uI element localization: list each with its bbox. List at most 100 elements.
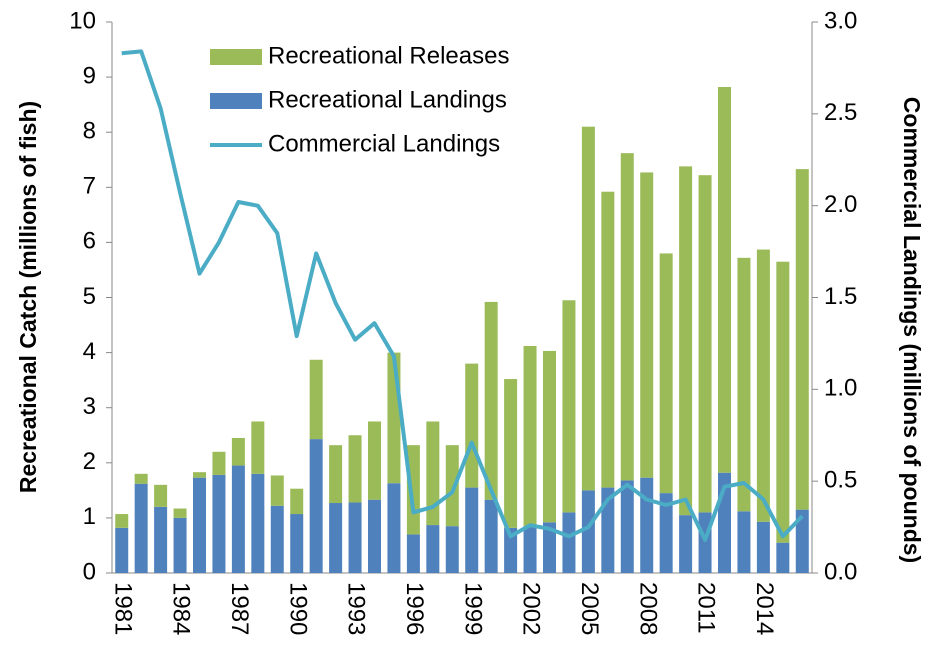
bar (543, 350, 556, 523)
bar (231, 438, 245, 466)
bar (290, 514, 304, 573)
bar (562, 512, 576, 573)
bar (776, 261, 790, 543)
line (121, 49, 804, 542)
bar (387, 483, 401, 573)
x-tick-label: 1999 (459, 582, 486, 635)
y-tick-label: 5 (83, 283, 96, 310)
legend-label: Recreational Releases (268, 42, 509, 69)
bar (601, 487, 615, 573)
bar (543, 522, 556, 573)
x-tick-label: 2002 (518, 582, 545, 635)
bar (523, 526, 537, 573)
bar (659, 493, 673, 573)
bar (698, 175, 712, 513)
y2-tick-label: 0.0 (824, 558, 857, 585)
y2-tick-label: 0.5 (824, 467, 857, 494)
bar (426, 525, 440, 573)
x-tick-label: 1987 (226, 582, 253, 635)
bar (659, 253, 673, 494)
bar (212, 451, 226, 475)
bar (504, 379, 518, 528)
y2-tick-label: 3.0 (824, 7, 857, 34)
x-tick-label: 2011 (693, 582, 720, 634)
bar (134, 473, 148, 484)
bar (504, 527, 518, 573)
y-tick-label: 1 (83, 503, 96, 530)
bar (426, 421, 440, 526)
bar (640, 172, 654, 478)
bar (581, 126, 595, 491)
x-tick-label: 1996 (401, 582, 428, 635)
bar (562, 300, 576, 513)
x-tick-label: 1981 (109, 582, 136, 635)
bar (484, 301, 498, 500)
y-tick-label: 8 (83, 118, 96, 145)
bar (115, 514, 129, 528)
bar (523, 345, 537, 527)
bar (445, 526, 459, 573)
bar (620, 153, 634, 481)
bar (270, 505, 284, 573)
bar (212, 474, 226, 573)
x-tick-label: 2014 (751, 582, 778, 635)
bar (620, 480, 634, 573)
bar (270, 475, 284, 506)
bar (465, 487, 479, 573)
x-tick-label: 1993 (343, 582, 370, 635)
bar (406, 534, 420, 573)
bar (368, 499, 381, 573)
bar (445, 445, 459, 527)
y2-tick-label: 1.0 (824, 375, 857, 402)
bar (718, 87, 731, 473)
bar (795, 509, 809, 573)
y-tick-label: 7 (83, 173, 96, 200)
bar (231, 465, 245, 573)
bar (640, 477, 654, 573)
bar (679, 166, 693, 516)
bar (348, 435, 362, 503)
y2-axis-title: Commercial Landings (millions of pounds) (899, 97, 925, 563)
bar (329, 503, 343, 573)
bar (737, 257, 751, 512)
y-tick-label: 10 (69, 7, 96, 34)
bar (173, 517, 187, 573)
x-tick-label: 2008 (634, 582, 661, 635)
bar (776, 542, 790, 573)
y-axis-title: Recreational Catch (millions of fish) (15, 101, 41, 493)
bar (348, 502, 362, 573)
bar (115, 527, 129, 573)
legend-swatch (210, 93, 262, 109)
bar (368, 421, 381, 500)
bar (737, 511, 751, 573)
legend-swatch (210, 49, 262, 65)
legend-label: Recreational Landings (268, 86, 507, 113)
bar (601, 191, 615, 488)
bar (465, 363, 479, 488)
bar (698, 512, 712, 573)
bar (581, 490, 595, 573)
legend-label: Commercial Landings (268, 130, 500, 157)
bar (154, 506, 168, 573)
bar (309, 359, 323, 440)
bar (193, 472, 206, 478)
bar (154, 484, 168, 507)
y2-tick-label: 2.5 (824, 99, 857, 126)
y-tick-label: 0 (83, 558, 96, 585)
bar (756, 521, 770, 573)
y-tick-label: 9 (83, 62, 96, 89)
y2-tick-label: 1.5 (824, 283, 857, 310)
y-tick-label: 6 (83, 228, 96, 255)
x-tick-label: 1984 (168, 582, 195, 635)
bar (484, 499, 498, 573)
y-tick-label: 4 (83, 338, 96, 365)
bar (134, 483, 148, 573)
y-tick-label: 2 (83, 448, 96, 475)
bar (290, 488, 304, 515)
bar (193, 477, 206, 573)
y2-tick-label: 2.0 (824, 191, 857, 218)
bar (309, 439, 323, 573)
x-tick-label: 2005 (576, 582, 603, 635)
bar (679, 515, 693, 573)
